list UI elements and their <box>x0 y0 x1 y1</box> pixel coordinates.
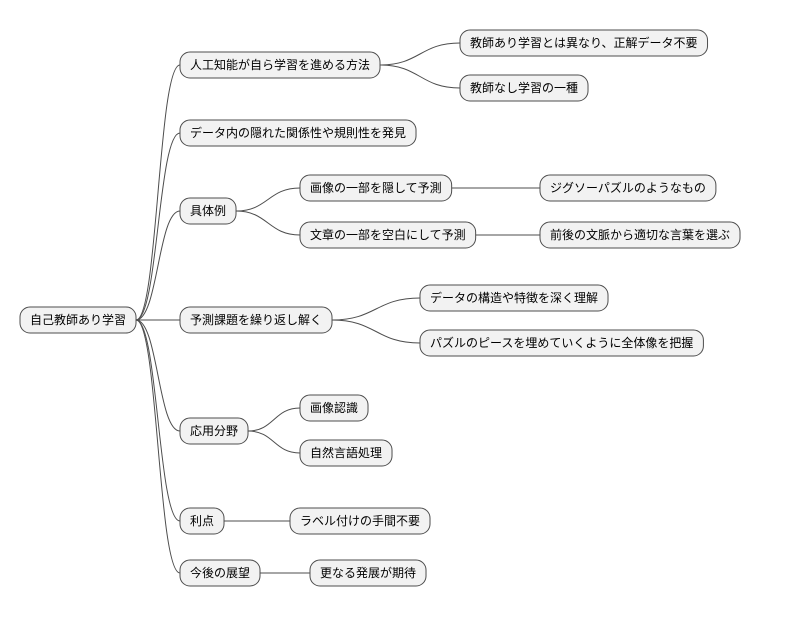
node-label: 前後の文脈から適切な言葉を選ぶ <box>550 227 730 242</box>
edge <box>136 65 180 320</box>
node-label: 文章の一部を空白にして予測 <box>310 227 466 242</box>
tree-node: 自己教師あり学習 <box>20 307 136 333</box>
edge <box>332 298 420 320</box>
node-label: 更なる発展が期待 <box>320 565 416 580</box>
node-label: ジグソーパズルのようなもの <box>550 180 706 195</box>
tree-node: 具体例 <box>180 198 236 224</box>
node-label: データの構造や特徴を深く理解 <box>430 290 598 305</box>
tree-node: 更なる発展が期待 <box>310 560 426 586</box>
node-label: 自己教師あり学習 <box>30 312 126 327</box>
node-label: 教師あり学習とは異なり、正解データ不要 <box>470 35 698 50</box>
tree-node: 教師なし学習の一種 <box>460 75 588 101</box>
edge <box>332 320 420 343</box>
node-label: 応用分野 <box>190 424 238 438</box>
tree-node: 教師あり学習とは異なり、正解データ不要 <box>460 30 708 56</box>
node-label: 画像の一部を隠して予測 <box>310 180 442 195</box>
tree-node: ラベル付けの手間不要 <box>290 508 430 534</box>
node-label: 自然言語処理 <box>310 445 382 460</box>
edge <box>136 320 180 431</box>
node-label: 今後の展望 <box>190 565 250 580</box>
edge <box>248 431 300 453</box>
tree-node: 文章の一部を空白にして予測 <box>300 222 476 248</box>
tree-node: データ内の隠れた関係性や規則性を発見 <box>180 120 416 146</box>
tree-node: ジグソーパズルのようなもの <box>540 175 716 201</box>
node-label: データ内の隠れた関係性や規則性を発見 <box>190 125 406 140</box>
tree-node: 自然言語処理 <box>300 440 392 466</box>
tree-node: 画像の一部を隠して予測 <box>300 175 452 201</box>
node-label: 具体例 <box>190 204 226 218</box>
tree-node: パズルのピースを埋めていくように全体像を把握 <box>420 330 703 356</box>
edge <box>136 320 180 521</box>
edge <box>236 211 300 235</box>
node-label: 人工知能が自ら学習を進める方法 <box>190 57 370 72</box>
node-label: 予測課題を繰り返し解く <box>190 312 322 327</box>
edge <box>136 133 180 320</box>
tree-node: 前後の文脈から適切な言葉を選ぶ <box>540 222 740 248</box>
tree-node: 応用分野 <box>180 418 248 444</box>
tree-node: データの構造や特徴を深く理解 <box>420 285 608 311</box>
node-label: パズルのピースを埋めていくように全体像を把握 <box>430 335 693 350</box>
node-label: 利点 <box>190 514 214 528</box>
node-label: ラベル付けの手間不要 <box>300 514 420 528</box>
edge <box>380 43 460 65</box>
tree-node: 利点 <box>180 508 224 534</box>
tree-node: 画像認識 <box>300 395 368 421</box>
mindmap-diagram: 自己教師あり学習 人工知能が自ら学習を進める方法データ内の隠れた関係性や規則性を発… <box>0 0 796 640</box>
edge <box>248 408 300 431</box>
node-label: 教師なし学習の一種 <box>470 80 578 95</box>
tree-node: 人工知能が自ら学習を進める方法 <box>180 52 380 78</box>
node-label: 画像認識 <box>310 400 358 415</box>
nodes-layer: 自己教師あり学習 人工知能が自ら学習を進める方法データ内の隠れた関係性や規則性を発… <box>20 30 740 586</box>
tree-node: 今後の展望 <box>180 560 260 586</box>
edge <box>236 188 300 211</box>
edge <box>136 320 180 573</box>
tree-node: 予測課題を繰り返し解く <box>180 307 332 333</box>
edge <box>380 65 460 88</box>
